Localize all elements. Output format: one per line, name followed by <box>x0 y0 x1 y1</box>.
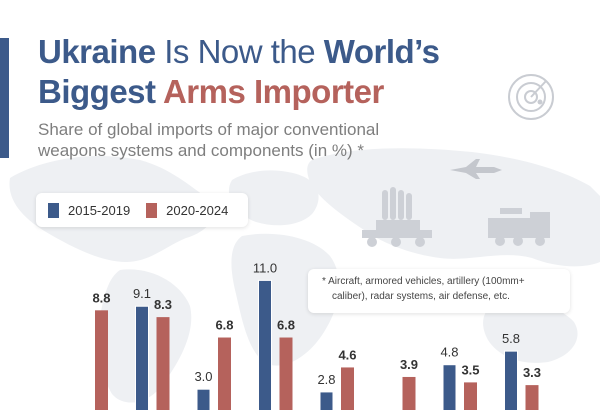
bar-2020-2024-4 <box>341 367 354 410</box>
bar-2020-2024-0 <box>95 310 108 410</box>
data-label-2015-2019-6: 4.8 <box>440 345 458 360</box>
footnote-text: * Aircraft, armored vehicles, artillery … <box>322 276 525 302</box>
data-label-2015-2019-4: 2.8 <box>317 372 335 387</box>
title-word-arms-importer: Arms Importer <box>162 73 384 110</box>
data-label-2020-2024-6: 3.5 <box>461 362 479 377</box>
bar-2015-2019-1 <box>135 305 149 410</box>
legend-swatch-2015-2019 <box>48 202 59 218</box>
legend-label-2020-2024: 2020-2024 <box>166 202 229 218</box>
bar-2015-2019-4 <box>319 391 334 410</box>
legend-item-2015-2019: 2015-2019 <box>48 202 131 218</box>
data-label-2020-2024-5: 3.9 <box>400 357 418 372</box>
bar-2015-2019-2 <box>196 388 211 410</box>
data-label-2020-2024-1: 8.3 <box>154 297 172 312</box>
data-label-2015-2019-1: 9.1 <box>133 286 151 301</box>
legend-swatch-2020-2024 <box>146 202 158 218</box>
title-word-biggest: Biggest <box>38 73 163 110</box>
bar-2015-2019-3 <box>258 279 272 410</box>
bar-2020-2024-7 <box>525 385 539 410</box>
bar-2015-2019-7 <box>504 350 518 410</box>
data-label-2020-2024-0: 8.8 <box>92 290 110 305</box>
military-truck-icon <box>488 208 550 246</box>
data-label-2015-2019-3: 11.0 <box>253 260 277 275</box>
bar-2020-2024-5 <box>402 376 416 410</box>
bar-2020-2024-3 <box>279 337 293 410</box>
data-label-2015-2019-2: 3.0 <box>194 369 212 384</box>
title-word-worlds: World’s <box>323 33 440 70</box>
legend-item-2020-2024: 2020-2024 <box>146 202 229 218</box>
footnote-box: * Aircraft, armored vehicles, artillery … <box>308 269 570 313</box>
data-label-2020-2024-4: 4.6 <box>338 347 356 362</box>
bar-2020-2024-6 <box>464 382 477 410</box>
bar-2015-2019-6 <box>442 364 457 410</box>
legend-label-2015-2019: 2015-2019 <box>68 202 131 218</box>
chart-title: Ukraine Is Now the World’s Biggest Arms … <box>38 32 440 112</box>
data-label-2020-2024-2: 6.8 <box>215 318 233 333</box>
title-word-ukraine: Ukraine <box>38 33 156 70</box>
data-label-2015-2019-7: 5.8 <box>502 331 520 346</box>
data-label-2020-2024-7: 3.3 <box>523 365 541 380</box>
title-text-is-now-the: Is Now the <box>155 33 324 70</box>
accent-bar <box>0 38 9 158</box>
bar-2020-2024-1 <box>156 317 170 410</box>
fighter-jet-icon <box>450 159 502 179</box>
bar-2020-2024-2 <box>218 337 231 410</box>
data-label-2020-2024-3: 6.8 <box>277 318 295 333</box>
radar-icon <box>508 74 554 120</box>
missile-launcher-icon <box>362 187 432 247</box>
chart-subtitle: Share of global imports of major convent… <box>38 120 380 160</box>
legend: 2015-2019 2020-2024 <box>36 193 248 227</box>
